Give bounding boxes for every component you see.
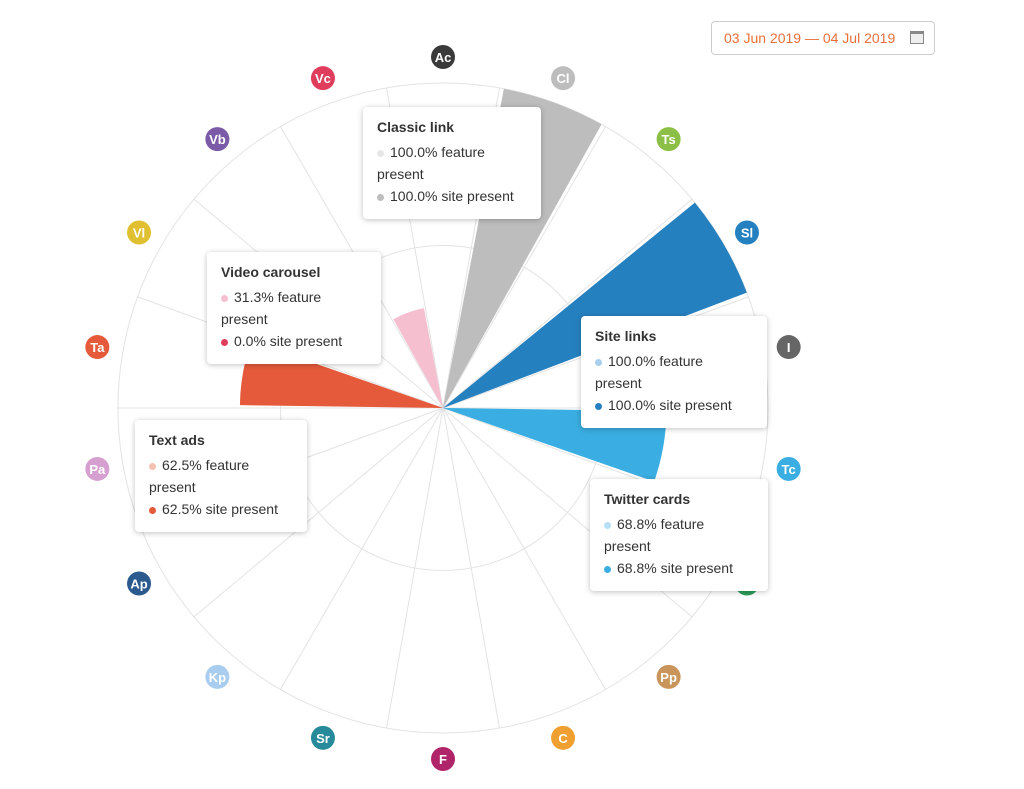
tooltip-title: Site links	[595, 328, 657, 344]
category-badge-pp	[656, 664, 681, 689]
wedge-vc	[393, 308, 443, 408]
tooltip-site: 68.8% site present	[617, 560, 733, 576]
tooltip-site: 0.0% site present	[234, 333, 343, 349]
tooltip-title: Twitter cards	[604, 491, 691, 507]
tooltip-video-carousel: Video carousel 31.3% feature present 0.0…	[207, 252, 381, 364]
grid-spoke	[442, 407, 500, 729]
grid-spoke	[442, 198, 693, 409]
category-label: Pa	[89, 462, 106, 477]
category-label: Ap	[130, 577, 147, 592]
tooltip-twitter-cards: Twitter cards 68.8% feature present 68.8…	[590, 479, 768, 591]
tooltip-site-links: Site links 100.0% feature present 100.0%…	[581, 316, 767, 428]
category-label: I	[787, 340, 791, 355]
category-badge-ap	[127, 571, 152, 596]
calendar-icon[interactable]	[910, 31, 924, 44]
category-badge-sr	[310, 725, 335, 750]
category-label: Vl	[133, 226, 145, 241]
category-badge-ac	[431, 45, 455, 69]
wedge-sl	[443, 202, 747, 408]
tooltip-text-ads: Text ads 62.5% feature present 62.5% sit…	[135, 420, 307, 532]
date-range-text: 03 Jun 2019 — 04 Jul 2019	[724, 30, 896, 46]
category-label: Ts	[662, 132, 676, 147]
tooltip-feature: 100.0% feature present	[595, 353, 703, 391]
category-badge-vc	[310, 66, 335, 91]
category-label: Ta	[90, 340, 105, 355]
category-label: F	[439, 752, 447, 767]
category-badge-ta	[85, 335, 110, 360]
category-badge-kp	[205, 664, 230, 689]
date-range-picker[interactable]: 03 Jun 2019 — 04 Jul 2019	[711, 21, 935, 55]
wedge-cl	[443, 88, 602, 408]
category-label: Kp	[209, 670, 226, 685]
category-label: Vb	[209, 132, 226, 147]
tooltip-title: Video carousel	[221, 264, 321, 280]
tooltip-site: 100.0% site present	[390, 188, 514, 204]
tooltip-title: Text ads	[149, 432, 205, 448]
tooltip-feature: 100.0% feature present	[377, 144, 485, 182]
grid-spoke	[442, 407, 606, 690]
tooltip-site: 100.0% site present	[608, 397, 732, 413]
tooltip-site: 62.5% site present	[162, 501, 278, 517]
category-badge-pa	[85, 456, 110, 481]
category-label: Tc	[782, 462, 796, 477]
grid-spoke	[193, 407, 444, 618]
category-badge-f	[431, 747, 455, 771]
grid-spoke	[386, 407, 444, 729]
grid-spoke	[280, 407, 444, 690]
category-label: C	[558, 731, 568, 746]
category-badge-tc	[776, 456, 801, 481]
tooltip-feature: 68.8% feature present	[604, 516, 705, 554]
tooltip-title: Classic link	[377, 119, 455, 135]
category-label: Sl	[741, 226, 753, 241]
tooltip-classic-link: Classic link 100.0% feature present 100.…	[363, 107, 541, 219]
tooltip-feature: 62.5% feature present	[149, 457, 250, 495]
tooltip-feature: 31.3% feature present	[221, 289, 322, 327]
category-label: Cl	[557, 71, 570, 86]
category-badge-ts	[656, 127, 681, 152]
category-badge-i	[776, 335, 801, 360]
category-badge-sl	[734, 220, 759, 245]
category-label: Ac	[435, 50, 452, 65]
category-label: Sr	[316, 731, 330, 746]
category-badge-vl	[127, 220, 152, 245]
category-badge-vb	[205, 127, 230, 152]
category-label: Pp	[660, 670, 677, 685]
category-label: Vc	[315, 71, 331, 86]
category-badge-c	[551, 725, 576, 750]
grid-spoke	[442, 126, 606, 409]
category-badge-cl	[551, 66, 576, 91]
